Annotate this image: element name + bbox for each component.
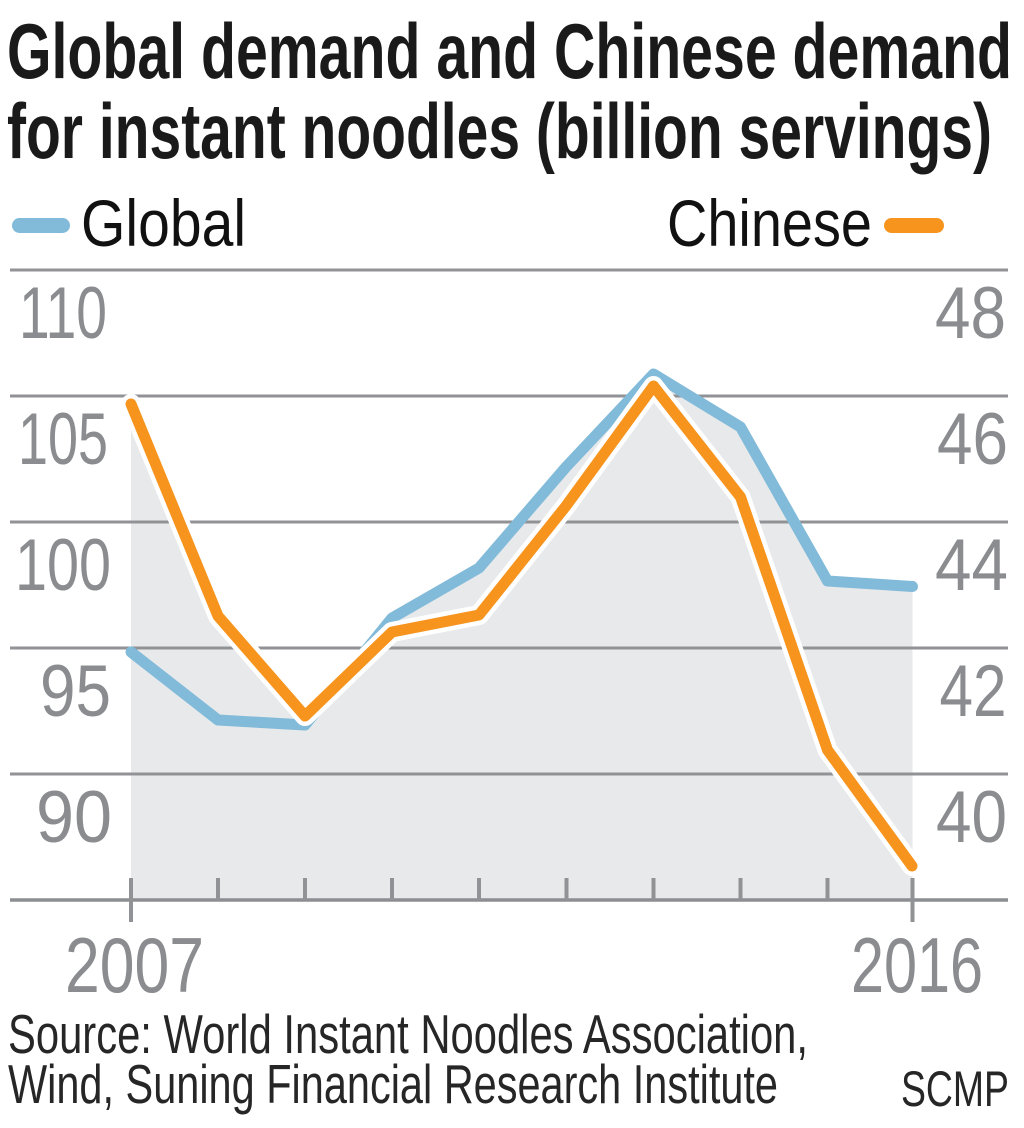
svg-text:2016: 2016 [851, 921, 983, 1009]
svg-text:110: 110 [19, 273, 107, 354]
svg-text:42: 42 [940, 651, 1007, 732]
svg-text:Global: Global [81, 186, 246, 260]
svg-text:48: 48 [935, 273, 1006, 354]
svg-text:105: 105 [18, 399, 108, 480]
svg-text:90: 90 [36, 777, 112, 858]
svg-text:for instant noodles (billion s: for instant noodles (billion servings) [7, 87, 992, 175]
svg-text:40: 40 [936, 777, 1007, 858]
svg-text:Wind, Suning Financial Researc: Wind, Suning Financial Research Institut… [8, 1053, 778, 1115]
svg-text:95: 95 [40, 651, 111, 732]
svg-text:Global demand and Chinese dema: Global demand and Chinese demand [7, 7, 1012, 95]
svg-text:SCMP: SCMP [901, 1061, 1009, 1117]
svg-text:44: 44 [935, 525, 1008, 606]
svg-text:Chinese: Chinese [667, 186, 872, 260]
svg-text:46: 46 [937, 399, 1008, 480]
svg-text:2007: 2007 [65, 921, 204, 1009]
svg-text:Source: World Instant Noodles: Source: World Instant Noodles Associatio… [8, 1003, 808, 1065]
svg-text:100: 100 [15, 525, 111, 606]
